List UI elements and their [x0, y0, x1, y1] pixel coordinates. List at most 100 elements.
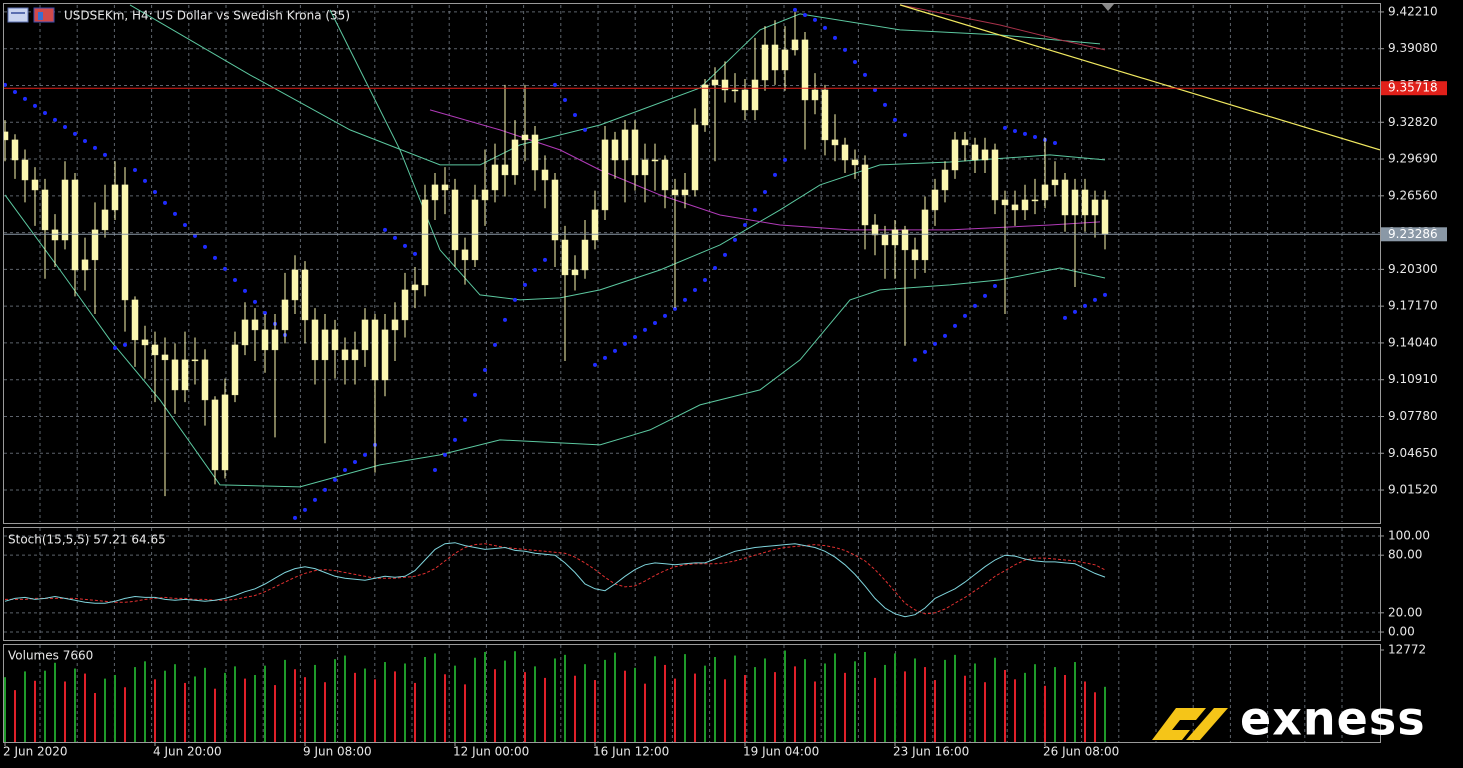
candle-body [931, 189, 939, 211]
sar-dot [543, 257, 547, 262]
volume-bar [934, 680, 936, 742]
candle-body [201, 359, 209, 401]
volume-bar [754, 667, 756, 742]
price-frame [3, 3, 1381, 524]
stochastic-line [5, 543, 1106, 615]
candle-body [961, 139, 969, 146]
volume-bar [324, 682, 326, 742]
volume-bar [424, 657, 426, 742]
candle-body [711, 79, 719, 86]
y-tick-label: 9.07780 [1388, 409, 1438, 423]
sar-dot [223, 266, 227, 271]
volume-bar [464, 684, 466, 742]
sar-dot [553, 82, 557, 87]
candle-body [731, 89, 739, 92]
sar-dot [383, 227, 387, 232]
candle-body [941, 169, 949, 191]
sar-dot [213, 255, 217, 260]
volume-bar [254, 675, 256, 742]
volume-bar [34, 680, 36, 742]
volume-bar [264, 665, 266, 742]
candle-body [811, 89, 819, 101]
sar-dot [1103, 292, 1107, 297]
sar-dot [1093, 297, 1097, 302]
volume-bar [144, 661, 146, 742]
candle-body [891, 229, 899, 246]
chart-icon-bar [38, 12, 43, 20]
sar-dot [653, 320, 657, 325]
volume-bar [1084, 681, 1086, 742]
volume-bar [64, 681, 66, 742]
sar-dot [433, 467, 437, 472]
window-icon [7, 7, 29, 23]
sar-dot [713, 265, 717, 270]
y-tick-label: 9.32820 [1388, 115, 1438, 129]
candle-body [451, 189, 459, 251]
candle-body [161, 354, 169, 361]
volume-bar [924, 667, 926, 742]
volume-bar [694, 673, 696, 742]
candle-body [1021, 199, 1029, 211]
indicator-line [899, 4, 1106, 51]
sar-dot [363, 452, 367, 457]
volume-bar [984, 682, 986, 742]
sar-dot [203, 244, 207, 249]
volume-bar [614, 652, 616, 742]
candle-body [101, 209, 109, 231]
volume-bar [954, 654, 956, 742]
sar-dot [443, 452, 447, 457]
sar-dot [833, 35, 837, 40]
candle-body [1061, 179, 1069, 216]
volume-bar [214, 688, 216, 742]
vertical-grid [39, 5, 1343, 742]
candle-body [521, 134, 529, 141]
candle-body [871, 224, 879, 236]
volume-bar [384, 662, 386, 742]
candle-body [821, 89, 829, 141]
sar-dot [473, 392, 477, 397]
candle-body [41, 189, 49, 231]
sar-dot [303, 507, 307, 512]
sar-dot [343, 467, 347, 472]
candle-body [851, 159, 859, 166]
volume-bar [184, 682, 186, 742]
volume-bar [994, 657, 996, 742]
y-tick-label: 9.29690 [1388, 152, 1438, 166]
volume-bar [14, 690, 16, 742]
candle-body [11, 139, 19, 161]
candle-body [381, 329, 389, 381]
sar-dot [353, 459, 357, 464]
price-level-label: 9.35718 [1388, 81, 1438, 95]
sar-dot [863, 72, 867, 77]
candle-body [901, 229, 909, 251]
volume-bar [274, 685, 276, 742]
x-tick-label: 26 Jun 08:00 [1043, 745, 1119, 759]
candle-body [401, 289, 409, 321]
volume-bar [484, 651, 486, 742]
candle-body [271, 329, 279, 351]
volume-bar [594, 680, 596, 742]
sar-dot [263, 310, 267, 315]
candle-body [1051, 179, 1059, 186]
volume-bar [874, 677, 876, 742]
candle-body [351, 349, 359, 361]
sar-dot [1083, 303, 1087, 308]
indicator-line [329, 9, 1106, 301]
sar-dot [963, 313, 967, 318]
volume-bar [784, 650, 786, 742]
sar-dot [313, 497, 317, 502]
candle-body [241, 319, 249, 346]
candle-body [601, 139, 609, 211]
indicator-line [4, 194, 1106, 488]
sar-dot [573, 112, 577, 117]
volume-pane [4, 650, 1106, 742]
sar-dot [1053, 140, 1057, 145]
candle-body [141, 339, 149, 346]
volume-bar [344, 655, 346, 742]
candle-body [1101, 199, 1109, 235]
volume-bar [224, 672, 226, 742]
sar-dot [153, 189, 157, 194]
sar-dot [123, 342, 127, 347]
candle-body [751, 79, 759, 111]
stochastic-line [4, 542, 1106, 618]
